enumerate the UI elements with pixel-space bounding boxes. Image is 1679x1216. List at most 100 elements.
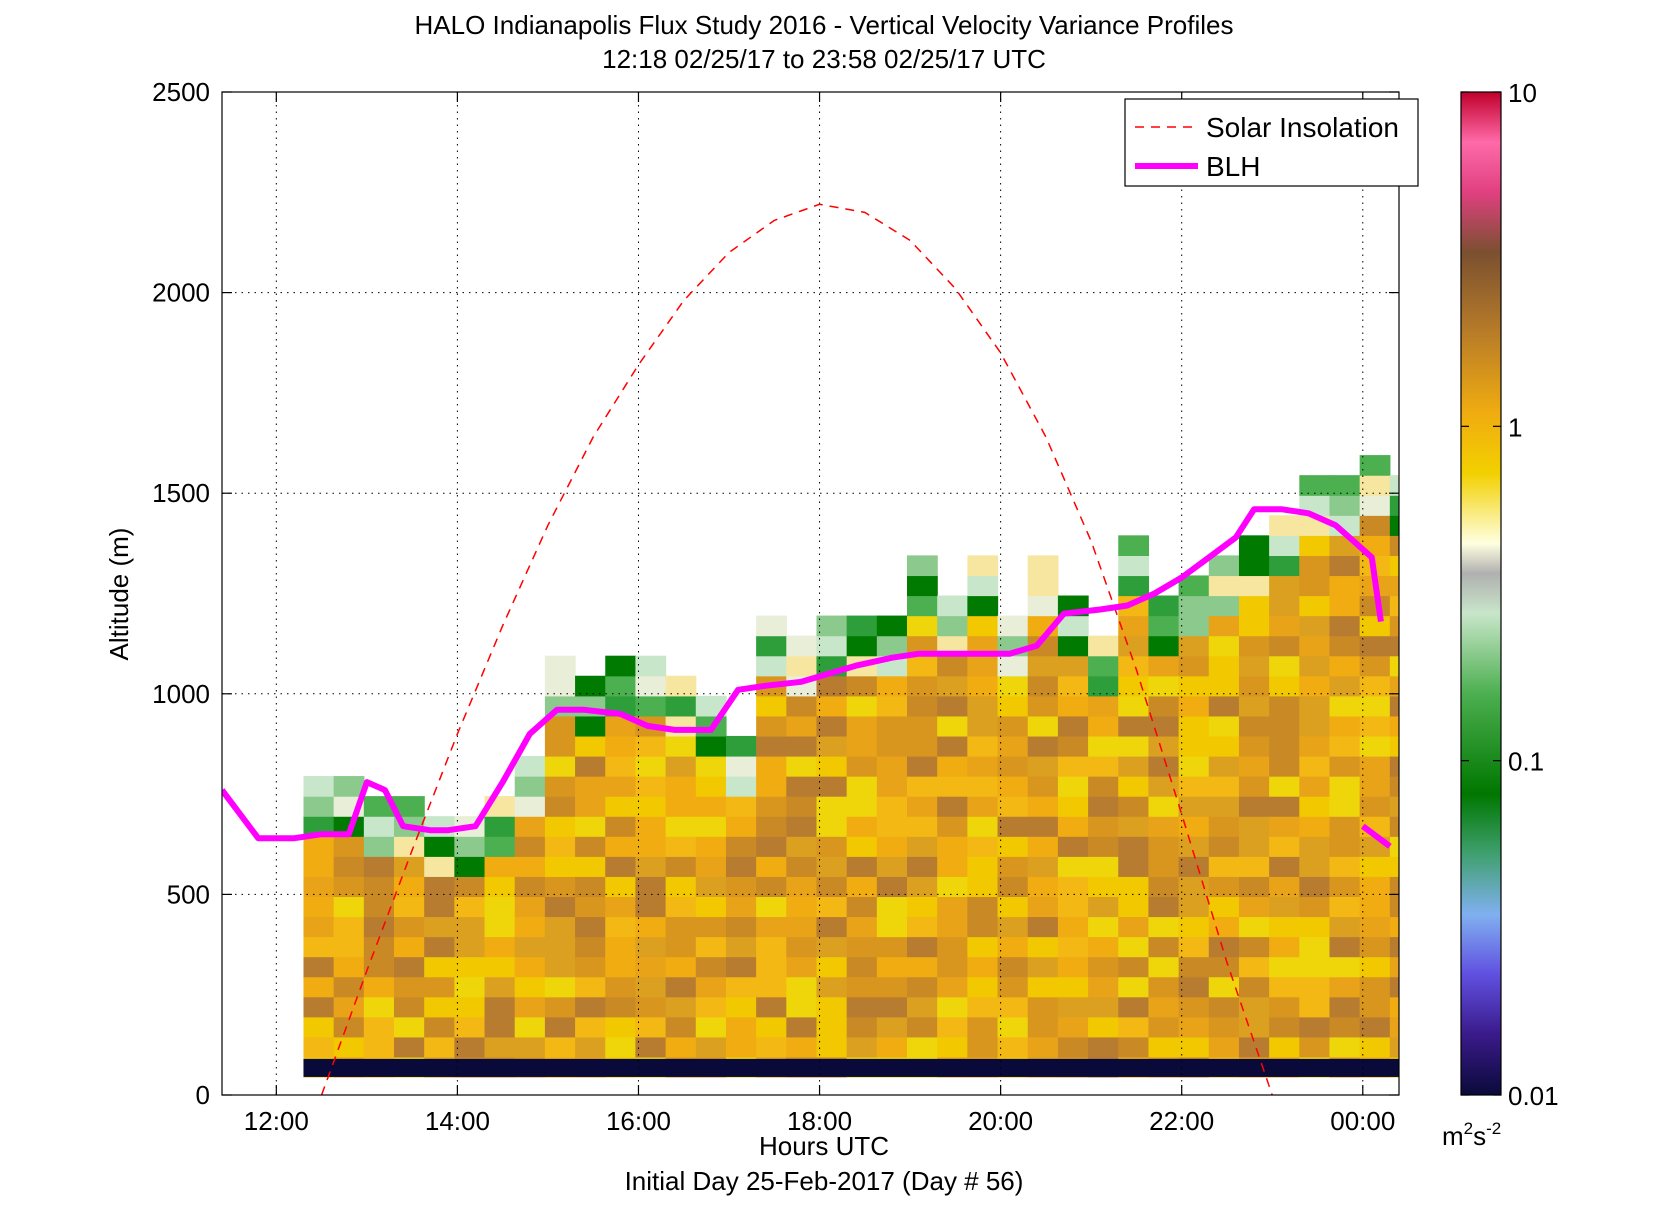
heatmap-cell [1269, 575, 1300, 597]
heatmap-cell [1208, 655, 1240, 677]
heatmap-cell [1057, 715, 1089, 737]
heatmap-cell [1057, 796, 1089, 817]
heatmap-cell [997, 976, 1029, 998]
heatmap-cell [1148, 956, 1180, 978]
heatmap-cell [907, 976, 938, 998]
heatmap-cell [695, 916, 727, 938]
heatmap-cell [1238, 836, 1270, 857]
heatmap-cell [635, 936, 667, 958]
heatmap-cell [333, 1016, 365, 1038]
heatmap-cell [1238, 816, 1270, 837]
heatmap-cell [816, 1036, 848, 1058]
heatmap-cell [1299, 956, 1331, 978]
heatmap-cell [997, 896, 1029, 918]
heatmap-cell [816, 916, 848, 938]
heatmap-cell [665, 715, 697, 737]
heatmap-cell [514, 776, 546, 797]
heatmap-cell [303, 896, 335, 918]
heatmap-cell [1299, 475, 1331, 496]
heatmap-cell [1178, 695, 1210, 717]
heatmap-cell [756, 956, 787, 978]
heatmap-cell [1269, 776, 1300, 797]
heatmap-cell [816, 695, 848, 717]
heatmap-cell [1329, 755, 1361, 777]
heatmap-cell [1057, 996, 1089, 1018]
heatmap-cell [514, 956, 546, 978]
heatmap-cell [725, 796, 757, 817]
heatmap-cell [1269, 675, 1300, 697]
heatmap-cell [394, 876, 425, 898]
heatmap-cell [635, 896, 667, 918]
heatmap-cell [1178, 856, 1210, 877]
heatmap-cell [1269, 615, 1300, 637]
heatmap-cell [1329, 575, 1361, 597]
heatmap-cell [665, 816, 697, 837]
heatmap-cell [605, 836, 637, 857]
heatmap-cell [816, 776, 848, 797]
heatmap-cell [605, 776, 637, 797]
heatmap-cell [605, 876, 637, 898]
heatmap-cell [1088, 675, 1119, 697]
x-axis-label: Hours UTC [759, 1131, 889, 1161]
heatmap-cell [514, 1016, 546, 1038]
heatmap-cell [1088, 876, 1119, 898]
heatmap-cell [967, 936, 999, 958]
heatmap-cell [1178, 655, 1210, 677]
heatmap-cell [544, 976, 576, 998]
heatmap-cell [876, 755, 908, 777]
heatmap-cell [1389, 555, 1399, 577]
heatmap-cell [1118, 555, 1150, 577]
heatmap-cell [1238, 856, 1270, 877]
heatmap-cell [725, 816, 757, 837]
heatmap-cell [1027, 635, 1059, 657]
heatmap-cell [1208, 675, 1240, 697]
heatmap-cell [1238, 655, 1270, 677]
heatmap-cell [333, 936, 365, 958]
heatmap-cell [1208, 776, 1240, 797]
heatmap-cell [1238, 615, 1270, 637]
heatmap-cell [876, 695, 908, 717]
heatmap-cell [1148, 615, 1180, 637]
heatmap-cell [1269, 655, 1300, 677]
heatmap-cell [1088, 1036, 1119, 1058]
heatmap-cell [1027, 1036, 1059, 1058]
heatmap-cell [907, 575, 938, 597]
heatmap-cell [846, 615, 878, 637]
heatmap-cell [695, 976, 727, 998]
heatmap-cell [997, 956, 1029, 978]
heatmap-cell [756, 735, 787, 757]
heatmap-cell [786, 856, 818, 877]
colorbar-tick-label: 10 [1508, 78, 1537, 108]
heatmap-cell [1088, 936, 1119, 958]
heatmap-cell [1027, 675, 1059, 697]
heatmap-cell [1359, 635, 1391, 657]
heatmap-cell [605, 896, 637, 918]
heatmap-cell [967, 1036, 999, 1058]
heatmap-cell [1299, 976, 1331, 998]
heatmap-cell [876, 896, 908, 918]
heatmap-cell [363, 856, 395, 877]
heatmap-cell [876, 936, 908, 958]
heatmap-cell [363, 796, 395, 817]
heatmap-cell [605, 755, 637, 777]
heatmap-cell [635, 976, 667, 998]
heatmap-cell [967, 836, 999, 857]
heatmap-cell [876, 1016, 908, 1038]
heatmap-cell [635, 856, 667, 877]
heatmap-cell [1420, 876, 1451, 897]
heatmap-cell [1389, 936, 1399, 958]
heatmap-cell [1238, 555, 1270, 577]
heatmap-cell [1148, 816, 1180, 837]
heatmap-cell [967, 675, 999, 697]
heatmap-cell [846, 796, 878, 817]
heatmap-cell [876, 916, 908, 938]
heatmap-cell [363, 956, 395, 978]
heatmap-cell [786, 976, 818, 998]
heatmap-cell [937, 655, 968, 677]
heatmap-cell [786, 755, 818, 777]
heatmap-cell [846, 996, 878, 1018]
heatmap-cell [1208, 635, 1240, 657]
heatmap-cell [907, 996, 938, 1018]
heatmap-cell [997, 615, 1029, 637]
heatmap-cell [1057, 936, 1089, 958]
